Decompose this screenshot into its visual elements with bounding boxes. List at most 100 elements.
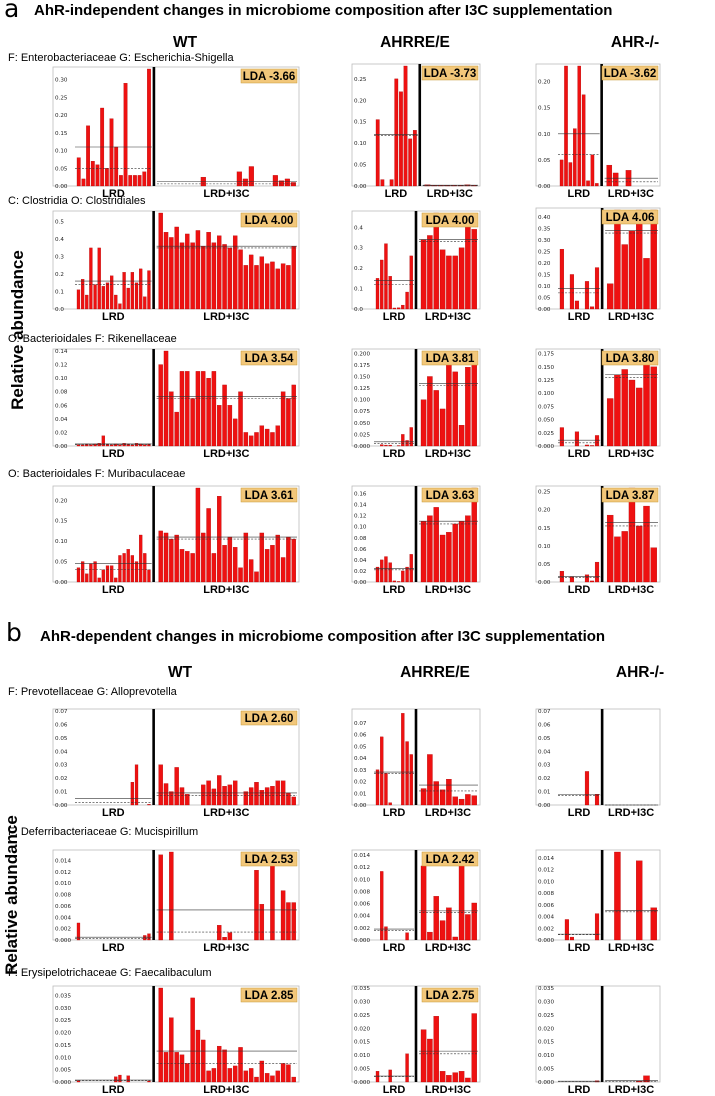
- bar-lrd-i3c: [196, 371, 200, 446]
- bar-lrd-i3c: [207, 232, 211, 309]
- bar-lrd: [96, 165, 99, 186]
- bar-lrd: [591, 155, 594, 186]
- bar-lrd: [139, 444, 142, 446]
- y-tick-label: 0.1: [55, 290, 64, 296]
- bar-lrd: [573, 129, 576, 186]
- bar-lrd: [89, 564, 92, 582]
- bar-lrd-i3c: [212, 1068, 216, 1082]
- bar-lrd-i3c: [427, 754, 432, 805]
- bar-lrd-i3c: [207, 508, 211, 582]
- bar-lrd-i3c: [185, 371, 189, 446]
- bar-lrd: [135, 562, 138, 582]
- bar-lrd-i3c: [249, 1068, 253, 1082]
- bar-lrd: [399, 92, 402, 186]
- group-label-lrd: LRD: [385, 188, 408, 200]
- bar-lrd-i3c: [212, 243, 216, 309]
- y-tick-label: 0.008: [354, 889, 370, 895]
- y-tick-label: 0.05: [538, 295, 551, 301]
- bar-lrd-i3c: [465, 516, 470, 582]
- group-label-lrd: LRD: [383, 942, 406, 954]
- bar-lrd-i3c: [159, 855, 163, 940]
- bar-lrd: [118, 1075, 121, 1082]
- bar-lrd-i3c: [651, 210, 657, 309]
- y-tick-label: 0.06: [55, 403, 68, 409]
- y-tick-label: 0.4: [354, 225, 363, 231]
- bar-lrd: [131, 272, 134, 309]
- plot-frame: [536, 986, 660, 1082]
- y-tick-label: 0.20: [538, 508, 551, 514]
- bar-lrd: [590, 581, 594, 582]
- bar-lrd-i3c: [201, 533, 205, 582]
- bar-lrd-i3c: [233, 419, 237, 446]
- bar-lrd-i3c: [228, 785, 232, 805]
- bar-lrd: [114, 578, 117, 582]
- bar-lrd: [77, 158, 80, 186]
- y-tick-label: 0.004: [55, 915, 71, 921]
- bar-lrd: [376, 567, 379, 582]
- y-tick-label: 0.035: [55, 993, 71, 999]
- bar-lrd-i3c: [292, 797, 296, 805]
- bar-lrd-i3c: [434, 1016, 439, 1082]
- y-tick-label: 0.03: [538, 763, 551, 769]
- panel-b-col-wt: WT: [130, 664, 230, 682]
- bar-lrd-i3c: [175, 1052, 179, 1082]
- y-tick-label: 0.3: [354, 246, 363, 252]
- bar-lrd-i3c: [217, 775, 221, 805]
- group-label-lrd: LRD: [568, 942, 591, 954]
- bar-lrd-i3c: [421, 240, 426, 309]
- bar-lrd: [138, 175, 141, 186]
- bar-lrd-i3c: [191, 399, 195, 447]
- bar-lrd-i3c: [169, 852, 173, 940]
- y-tick-label: 0.020: [354, 1026, 370, 1032]
- bar-lrd-i3c: [614, 210, 620, 309]
- bar-lrd-i3c: [159, 213, 163, 309]
- bar-lrd-i3c: [453, 524, 458, 582]
- bar-lrd-i3c: [228, 933, 232, 940]
- bar-lrd-i3c: [228, 537, 232, 582]
- bar-lrd: [147, 1081, 150, 1082]
- bar-lrd-i3c: [286, 1065, 290, 1082]
- y-tick-label: 0.0: [55, 307, 64, 313]
- bar-lrd-i3c: [472, 229, 477, 309]
- bar-lrd-i3c: [270, 432, 274, 446]
- bar-lrd-i3c: [459, 521, 464, 582]
- bar-lrd-i3c: [243, 179, 248, 186]
- bar-lrd-i3c: [207, 378, 211, 446]
- bar-lrd: [595, 914, 599, 940]
- bar-lrd-i3c: [292, 385, 296, 446]
- y-tick-label: 0.012: [55, 870, 71, 876]
- y-tick-label: 0.04: [354, 558, 367, 564]
- bar-lrd-i3c: [636, 388, 642, 446]
- y-tick-label: 0.125: [354, 386, 370, 392]
- bar-lrd-i3c: [440, 250, 445, 309]
- y-tick-label: 0.000: [538, 1080, 554, 1086]
- bar-lrd-i3c: [233, 547, 237, 582]
- chart-b-row2-ahr: 0.0000.0020.0040.0060.0080.0100.0120.014…: [536, 850, 660, 954]
- bar-lrd-i3c: [440, 535, 445, 582]
- bar-lrd-i3c: [169, 392, 173, 446]
- group-label-lrd: LRD: [102, 188, 125, 200]
- bar-lrd-i3c: [265, 788, 269, 805]
- bar-lrd-i3c: [276, 269, 280, 309]
- y-tick-label: 0.00: [354, 803, 367, 809]
- y-tick-label: 0.002: [55, 927, 71, 933]
- group-label-lrd: LRD: [568, 188, 591, 200]
- bar-lrd-i3c: [286, 537, 290, 582]
- y-tick-label: 0.05: [354, 163, 367, 169]
- bar-lrd: [77, 1081, 80, 1082]
- bar-lrd: [401, 713, 404, 805]
- bar-lrd-i3c: [201, 785, 205, 805]
- chart-b-row3-wt: 0.0000.0050.0100.0150.0200.0250.0300.035…: [53, 986, 299, 1096]
- bar-lrd: [570, 274, 574, 309]
- bar-lrd-i3c: [191, 998, 195, 1082]
- bar-lrd: [406, 933, 409, 940]
- lda-score: LDA -3.73: [424, 68, 477, 80]
- bar-lrd-i3c: [180, 788, 184, 805]
- bar-lrd-i3c: [440, 790, 445, 805]
- lda-score: LDA 2.53: [245, 854, 294, 866]
- group-label-lrd-i3c: LRD+I3C: [608, 942, 654, 954]
- bar-lrd: [98, 578, 101, 582]
- bar-lrd-i3c: [265, 1073, 269, 1082]
- bar-lrd-i3c: [169, 792, 173, 805]
- bar-lrd: [389, 276, 392, 309]
